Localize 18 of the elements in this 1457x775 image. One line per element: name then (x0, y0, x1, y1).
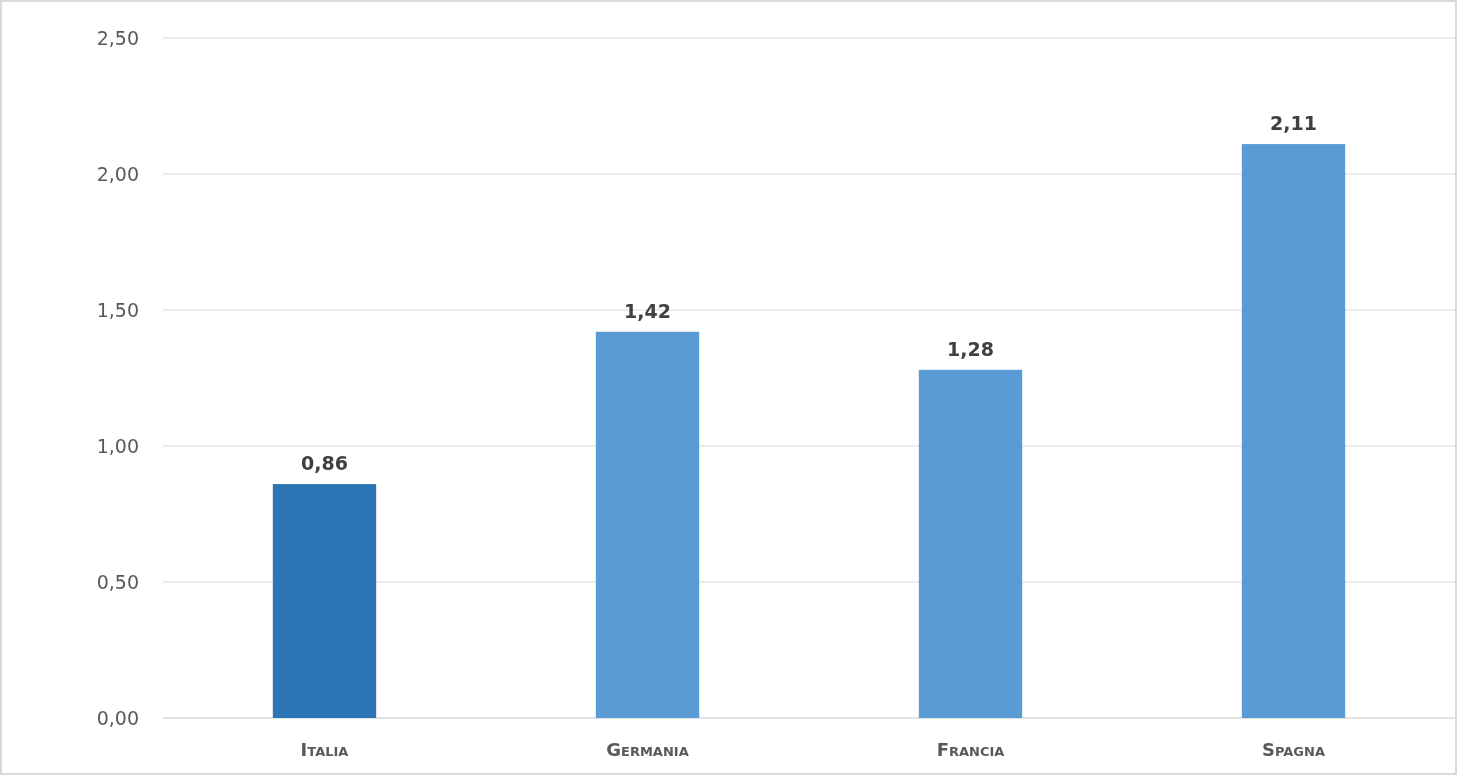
bar (595, 331, 700, 718)
bar (1241, 144, 1346, 718)
x-tick-label: Germania (606, 739, 689, 760)
data-label: 0,86 (301, 452, 348, 475)
bar (918, 369, 1023, 718)
y-tick-label: 2,50 (96, 26, 139, 49)
x-tick-label: Italia (300, 739, 349, 760)
y-tick-label: 1,50 (96, 298, 139, 321)
y-tick-label: 0,00 (96, 706, 139, 729)
x-tick-label: Francia (936, 739, 1005, 760)
data-label: 1,28 (947, 337, 994, 360)
y-tick-label: 1,00 (96, 434, 139, 457)
x-tick-label: Spagna (1262, 739, 1325, 760)
y-tick-label: 0,50 (96, 570, 139, 593)
data-label: 2,11 (1270, 112, 1317, 135)
bar (272, 484, 377, 718)
data-label: 1,42 (624, 299, 671, 322)
y-tick-label: 2,00 (96, 162, 139, 185)
